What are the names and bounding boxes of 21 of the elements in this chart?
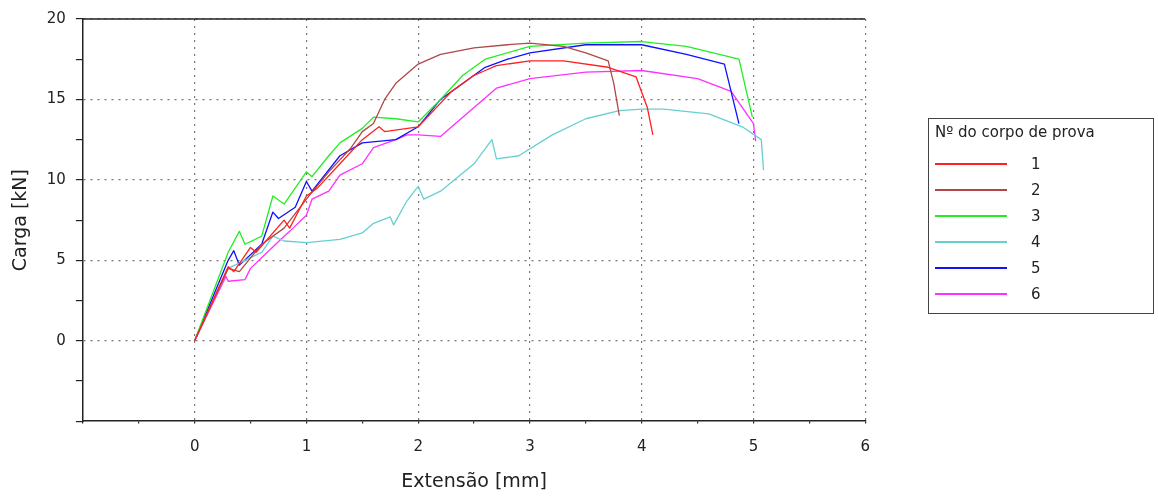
x-tick-label: 0 [189,437,200,456]
x-tick-label: 4 [636,437,647,456]
legend-label: 3 [1031,207,1041,225]
legend-title: Nº do corpo de prova [935,123,1096,141]
legend-label: 6 [1031,285,1041,303]
legend-label: 2 [1031,181,1041,199]
y-tick-label: 20 [46,8,66,27]
x-tick-label: 1 [301,437,312,456]
x-tick-label: 5 [748,437,759,456]
y-tick-label: 0 [56,330,66,349]
legend-label: 1 [1031,155,1041,173]
legend-label: 5 [1031,259,1041,277]
x-tick-label: 3 [525,437,535,456]
y-tick-label: 5 [56,250,66,269]
y-tick-label: 10 [46,169,66,188]
x-axis-title: Extensão [mm] [401,468,547,491]
x-tick-label: 2 [413,437,423,456]
y-axis-title: Carga [kN] [8,169,31,272]
y-tick-label: 15 [46,89,66,108]
x-tick-label: 6 [860,437,870,456]
legend-label: 4 [1031,233,1041,251]
